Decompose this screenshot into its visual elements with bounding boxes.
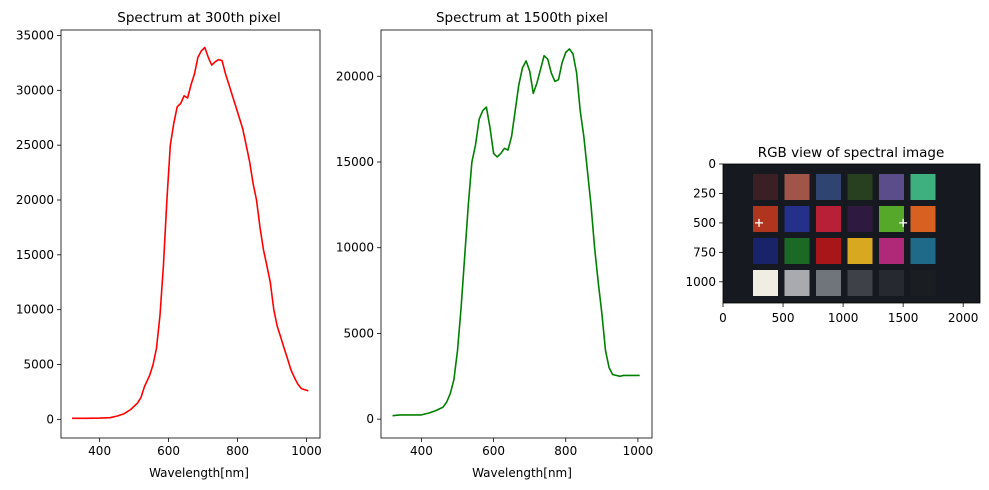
middle-spectrum-panel: Spectrum at 1500th pixel 400 600 800 100005… [336,10,653,480]
left-spectrum-panel: Spectrum at 300th pixel 400 600 800 1000050… [16,10,322,480]
left-y-tick-label: 20000 [16,193,54,207]
left-axes-frame [60,29,321,439]
rgb-axes-frame [722,163,981,304]
color-patch [910,206,936,232]
color-patch [784,174,810,200]
color-patch [910,270,936,296]
color-patch [879,206,904,232]
color-patch [753,238,778,264]
color-patch [910,174,936,200]
pixel-marker [899,218,908,227]
middle-x-tick-label: 800 [554,444,577,458]
left-y-tick-label: 15000 [16,248,54,262]
rgb-y-tick-label: 250 [693,186,716,200]
middle-series-line-0 [392,48,640,417]
middle-x-axis-label: Wavelength[nm] [472,466,572,480]
middle-y-tick-label: 10000 [336,241,374,255]
rgb-image-title: RGB view of spectral image [758,145,945,161]
color-patch [784,238,810,264]
left-plot-area: 400 600 800 1000050001000015000200002500030… [16,28,322,458]
color-patch [847,174,873,200]
color-patch [816,206,841,232]
left-series-line-0 [72,46,309,420]
color-patch [816,270,841,296]
color-patch [753,270,778,296]
left-y-tick-label: 30000 [16,83,54,97]
middle-axes-frame [380,29,653,439]
rgb-image-area: 0 500 1000 1500 2000 0 250 500 750 1000 [685,157,981,325]
color-patch [847,270,873,296]
rgb-y-tick-label: 0 [708,157,716,171]
left-x-tick-label: 400 [88,444,111,458]
left-y-tick-label: 25000 [16,138,54,152]
left-x-tick-label: 1000 [291,444,322,458]
rgb-x-tick-label: 500 [772,311,795,325]
left-y-tick-label: 0 [46,412,54,426]
left-y-tick-label: 10000 [16,303,54,317]
middle-x-tick-label: 600 [482,444,505,458]
rgb-image-panel: RGB view of spectral image 0 500 1000 1500 2… [685,145,981,325]
rgb-y-tick-label: 1000 [685,275,716,289]
color-patch [816,238,841,264]
rgb-x-tick-label: 2000 [948,311,979,325]
left-y-tick-label: 5000 [23,358,54,372]
left-y-tick-label: 35000 [16,28,54,42]
color-patch [816,174,841,200]
rgb-x-tick-label: 1000 [828,311,859,325]
middle-y-tick-label: 20000 [336,69,374,83]
middle-chart-title: Spectrum at 1500th pixel [436,10,608,26]
left-x-tick-label: 800 [226,444,249,458]
color-patch [753,206,778,232]
color-patch [910,238,936,264]
left-x-axis-label: Wavelength[nm] [149,466,249,480]
color-patch [879,270,904,296]
color-patch [879,238,904,264]
color-patch [753,174,778,200]
color-patch [879,174,904,200]
middle-y-tick-label: 15000 [336,155,374,169]
color-patch [784,206,810,232]
middle-x-tick-label: 400 [410,444,433,458]
left-x-tick-label: 600 [157,444,180,458]
left-chart-title: Spectrum at 300th pixel [117,10,280,26]
middle-x-tick-label: 1000 [623,444,654,458]
rgb-x-tick-label: 1500 [888,311,919,325]
middle-y-tick-label: 5000 [343,326,374,340]
color-patch [847,206,873,232]
pixel-marker [755,218,764,227]
middle-y-tick-label: 0 [366,412,374,426]
rgb-x-tick-label: 0 [719,311,727,325]
color-patch [847,238,873,264]
rgb-y-tick-label: 750 [693,245,716,259]
rgb-y-tick-label: 500 [693,216,716,230]
color-patch [784,270,810,296]
